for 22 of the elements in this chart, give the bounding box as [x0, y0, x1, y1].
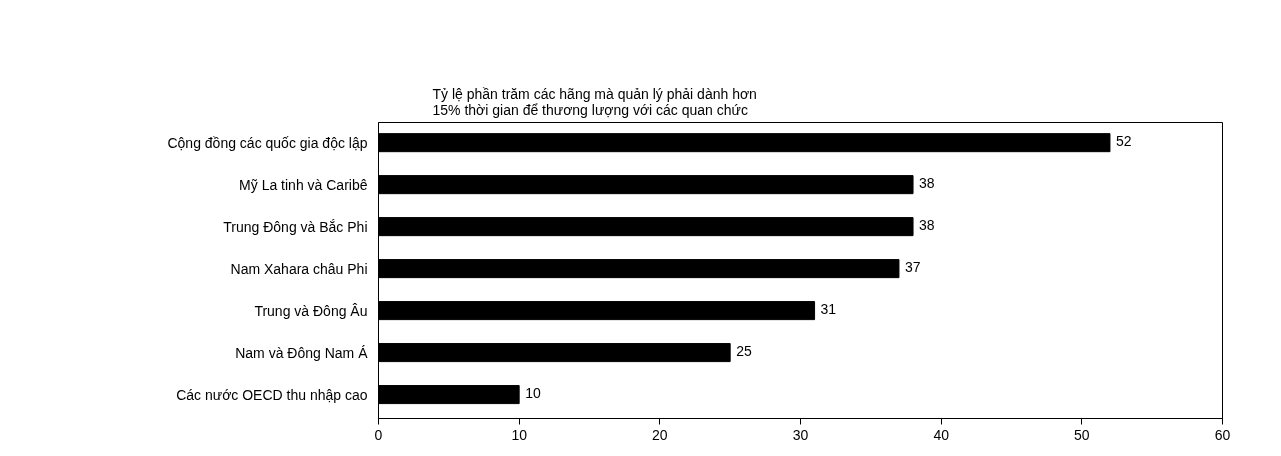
x-tick-label: 40	[933, 426, 950, 443]
x-tick-label: 20	[652, 426, 668, 443]
y-tick-label: Nam và Đông Nam Á	[235, 344, 369, 361]
data-label: 38	[919, 216, 935, 233]
x-tick-label: 60	[1214, 426, 1231, 443]
data-label: 10	[525, 384, 541, 401]
y-tick-label: Trung và Đông Âu	[254, 302, 368, 319]
x-tick-label: 30	[792, 426, 809, 443]
x-tick-label: 10	[511, 426, 528, 443]
y-tick-label: Trung Đông và Bắc Phi	[223, 218, 368, 235]
data-label: 38	[919, 174, 935, 191]
y-tick-label: Nam Xahara châu Phi	[230, 260, 368, 277]
y-tick-label: Mỹ La tinh và Caribê	[239, 176, 368, 193]
chart-title: Tỷ lệ phần trăm các hãng mà quản lý phải dành hơn 15% thời gian để thương lượng với các quan chức	[432, 85, 757, 118]
data-label: 31	[820, 300, 837, 317]
y-tick-label: Các nước OECD thu nhập cao	[176, 386, 368, 403]
x-tick-label: 0	[374, 426, 383, 443]
data-label: 37	[904, 258, 921, 275]
x-tick-label: 50	[1074, 426, 1090, 443]
y-tick-label: Cộng đồng các quốc gia độc lập	[167, 134, 368, 151]
data-label: 52	[1115, 132, 1132, 149]
data-label: 25	[736, 342, 752, 359]
